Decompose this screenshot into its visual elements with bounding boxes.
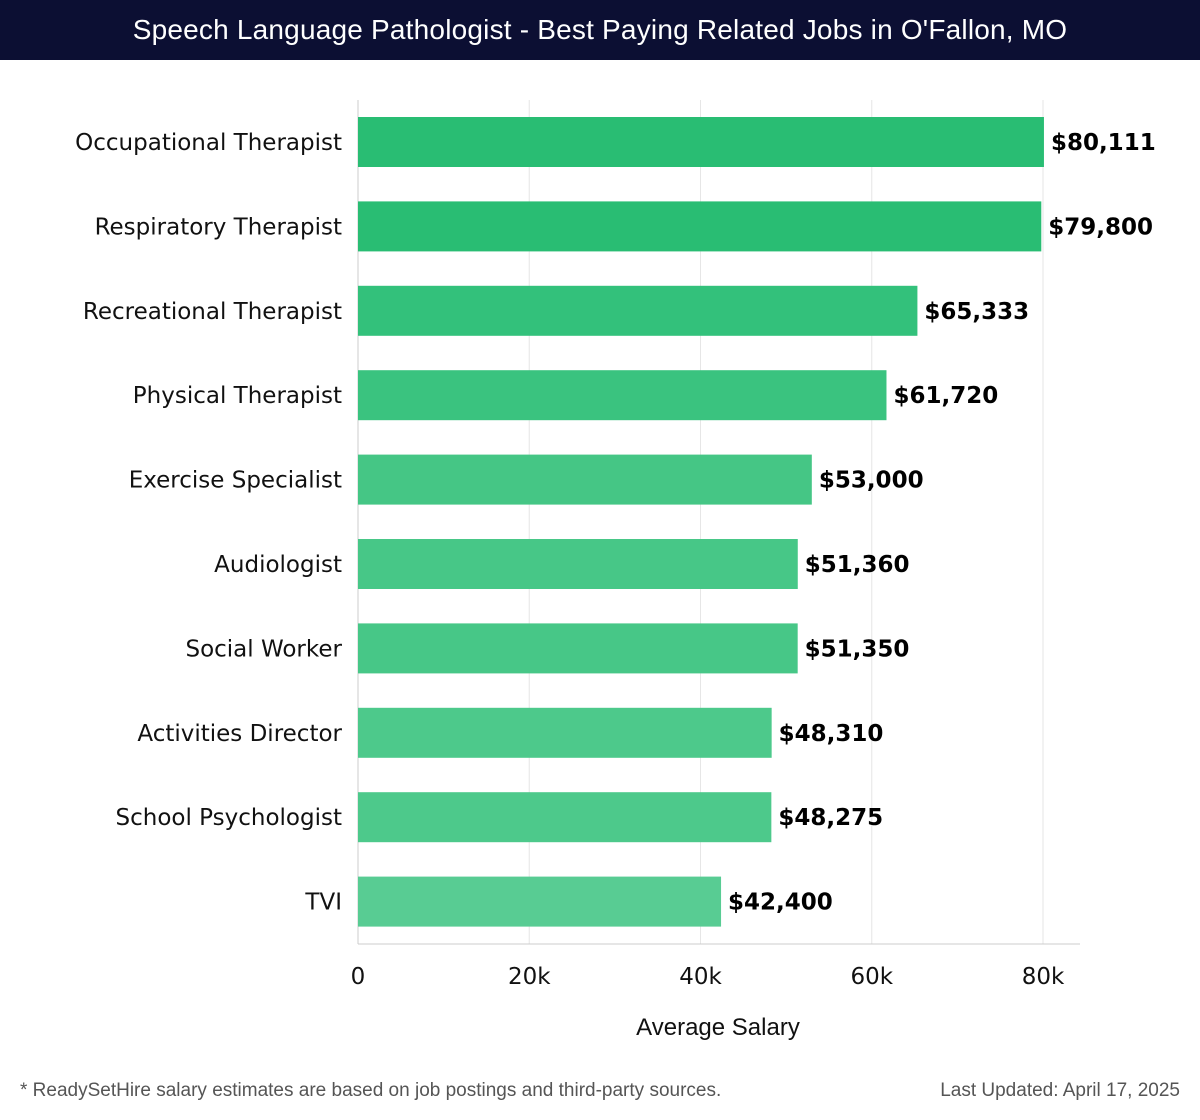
bar (358, 454, 812, 505)
x-tick-label: 60k (850, 964, 893, 990)
value-label: $42,400 (728, 890, 833, 916)
category-label: Occupational Therapist (75, 130, 342, 156)
footer-updated: Last Updated: April 17, 2025 (940, 1080, 1180, 1101)
bar (358, 285, 918, 336)
bar (358, 539, 798, 589)
category-label: Audiologist (214, 552, 342, 578)
value-label: $79,800 (1048, 214, 1153, 240)
bar (358, 707, 772, 758)
bar (358, 792, 772, 843)
value-label: $48,310 (779, 721, 884, 747)
value-label: $51,360 (805, 552, 910, 578)
category-label: Physical Therapist (133, 383, 342, 409)
value-label: $80,111 (1051, 130, 1156, 156)
bar (358, 117, 1044, 167)
bar (358, 201, 1042, 252)
category-label: School Psychologist (116, 805, 342, 831)
value-label: $61,720 (893, 383, 998, 409)
x-tick-label: 20k (508, 964, 551, 990)
category-label: TVI (304, 890, 342, 916)
bars (358, 117, 1044, 927)
x-tick-label: 40k (679, 964, 722, 990)
category-label: Activities Director (137, 721, 342, 747)
category-labels: Occupational Therapist Respiratory Therap… (75, 130, 342, 916)
category-label: Social Worker (185, 636, 342, 662)
bar (358, 370, 887, 421)
value-labels: $80,111 $79,800 $65,333 $61,720 $53,000 $51,3… (728, 130, 1156, 916)
value-label: $48,275 (778, 805, 883, 831)
x-axis-ticks: 0 20k 40k 60k 80k (351, 964, 1065, 990)
x-tick-label: 0 (351, 964, 366, 990)
bar (358, 876, 722, 927)
value-label: $51,350 (805, 636, 910, 662)
category-label: Recreational Therapist (83, 299, 342, 325)
bar-chart: Occupational Therapist Respiratory Therap… (75, 100, 1156, 1041)
chart-title: Speech Language Pathologist - Best Payin… (0, 0, 1200, 60)
footer-note: * ReadySetHire salary estimates are base… (20, 1080, 722, 1101)
value-label: $53,000 (819, 468, 924, 494)
x-axis-label: Average Salary (636, 1014, 800, 1041)
category-label: Exercise Specialist (129, 468, 342, 494)
x-tick-label: 80k (1022, 964, 1065, 990)
bar (358, 623, 798, 674)
category-label: Respiratory Therapist (95, 214, 342, 240)
value-label: $65,333 (924, 299, 1029, 325)
